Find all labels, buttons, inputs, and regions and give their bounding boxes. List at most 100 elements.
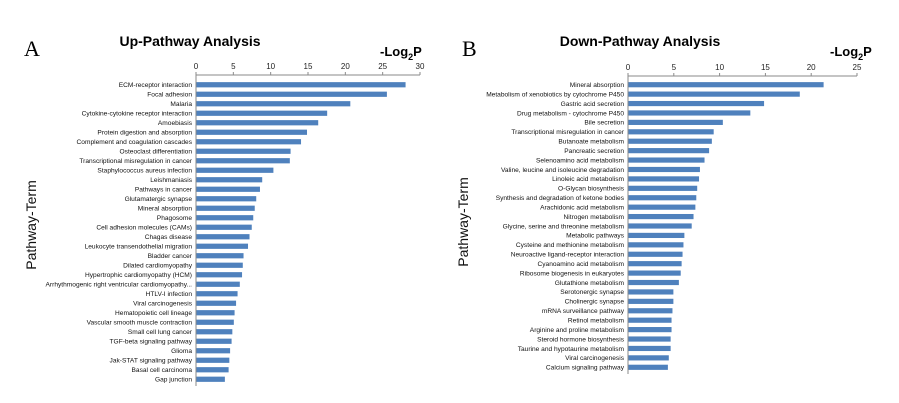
panel-b-bar [628,261,682,267]
panel-a-x-tick-label: 15 [304,62,313,71]
panel-b-category-label: Viral carcinogenesis [565,355,625,362]
panel-a-category-label: Vascular smooth muscle contraction [87,320,193,327]
panel-a-bar [196,215,254,221]
panel-a-x-tick-label: 20 [341,62,350,71]
panel-b-unit: -Log2P [830,44,872,62]
panel-b-category-label: Transcriptional misregulation in cancer [511,129,624,136]
panel-b-category-label: Ribosome biogenesis in eukaryotes [520,270,625,277]
panel-b-letter: B [462,36,477,61]
panel-a-bar [196,319,234,325]
panel-a-bar [196,196,257,202]
panel-a-category-label: Complement and coagulation cascades [77,139,193,146]
panel-a-x-tick-label: 5 [231,62,236,71]
panel-b-bar [628,298,674,304]
panel-a-category-label: Leishmaniasis [150,177,192,184]
panel-a-title: Up-Pathway Analysis [119,33,260,49]
panel-a-category-label: Cell adhesion molecules (CAMs) [96,225,192,232]
panel-a-category-label: Chagas disease [145,234,193,241]
panel-a-bar [196,243,249,249]
panel-a-bar [196,281,240,287]
panel-a-category-label: Cytokine-cytokine receptor interaction [82,111,193,118]
panel-b-category-label: Pancreatic secretion [564,148,624,155]
panel-b-category-label: Selenoamino acid metabolism [536,157,624,164]
panel-b-x-tick-label: 15 [761,63,770,72]
panel-a-category-label: Gap junction [155,377,192,384]
panel-b-category-label: Serotonergic synapse [560,289,624,296]
panel-b-category-label: Cysteine and methionine metabolism [516,242,625,249]
panel-b-bar [628,204,696,210]
panel-b-category-label: O-Glycan biosynthesis [558,186,625,193]
panel-b-bar [628,91,800,97]
panel-a-bar [196,148,291,154]
panel-a-y-axis-label: Pathway-Term [23,180,39,269]
panel-b-category-label: Metabolic pathways [566,233,625,240]
panel-a-category-label: Osteoclast differentiation [120,149,193,156]
panel-b-x-tick-label: 5 [672,63,677,72]
panel-a-bar [196,186,260,192]
panel-b-category-label: Taurine and hypotaurine metabolism [518,346,625,353]
panel-b-category-label: Butanoate metabolism [558,139,624,146]
panel-a-bar [196,167,274,173]
panel-a-category-label: Transcriptional misregulation in cancer [79,158,192,165]
panel-b-category-label: mRNA surveillance pathway [542,308,625,315]
panel-a-category-label: Protein digestion and absorption [97,130,192,137]
panel-a-category-label: Glioma [171,348,192,355]
panel-a-category-label: Hypertrophic cardiomyopathy (HCM) [85,272,192,279]
panel-b-x-tick-label: 20 [807,63,816,72]
panel-b-category-label: Drug metabolism - cytochrome P450 [517,110,624,117]
panel-b-category-label: Arachidonic acid metabolism [540,204,624,211]
panel-a-bar [196,224,252,230]
panel-a-category-label: Basal cell carcinoma [132,367,193,374]
panel-a-category-label: Phagosome [157,215,193,222]
panel-b-bar [628,308,673,314]
panel-a-x-tick-label: 30 [416,62,425,71]
panel-b-title: Down-Pathway Analysis [560,33,721,49]
panel-b-category-label: Steroid hormone biosynthesis [537,336,625,343]
panel-b-bar [628,223,692,229]
panel-b-bar [628,327,672,333]
panel-a-bar [196,139,302,145]
panel-b-bar [628,336,671,342]
panel-a-bar [196,82,406,88]
panel-b-category-label: Glycine, serine and threonine metabolism [503,223,625,230]
panel-b-category-label: Gastric acid secretion [561,101,625,108]
panel-b-bar [628,82,824,88]
panel-a-category-label: Focal adhesion [147,92,192,99]
panel-a-bar [196,129,308,135]
panel-a-category-label: Hematopoietic cell lineage [115,310,192,317]
panel-a-bar [196,329,233,335]
panel-b-bar [628,100,765,107]
panel-b-bar [628,279,679,286]
panel-a-bar [196,262,243,268]
panel-b-bar [628,195,697,201]
panel-a-bar [196,110,328,116]
panel-a-category-label: Bladder cancer [148,253,193,260]
panel-a-bar [196,253,244,259]
panel-b-bar [628,364,668,370]
panel-b-x-tick-label: 10 [715,63,724,72]
panel-a-x-tick-label: 25 [378,62,387,71]
panel-a-bar [196,291,238,297]
panel-b-category-label: Nitrogen metabolism [564,214,625,221]
panel-b-bar [628,289,674,295]
panel-a-bar [196,300,237,306]
panel-b-bar [628,166,700,173]
panel-a-letter: A [24,36,40,61]
panel-a-category-label: Arrhythmogenic right ventricular cardiom… [46,282,193,289]
panel-b-bar [628,270,681,276]
panel-b-bar [628,185,698,191]
panel-a-category-label: Pathways in cancer [135,187,193,194]
panel-b-bar [628,176,700,182]
panel-b-bar [628,345,671,352]
panel-a-bar [196,348,231,354]
panel-a-category-label: Glutamatergic synapse [125,196,193,203]
panel-b-category-label: Cholinergic synapse [565,299,625,306]
panel-b-category-label: Cyanoamino acid metabolism [538,261,625,268]
panel-a-bar [196,376,225,382]
panel-b-bar [628,157,705,163]
panel-b-bar [628,251,683,257]
panel-b-bar [628,119,723,125]
panel-a-bar [196,91,387,97]
panel-b-category-label: Calcium signaling pathway [546,365,625,372]
panel-b-category-label: Arginine and proline metabolism [530,327,625,334]
